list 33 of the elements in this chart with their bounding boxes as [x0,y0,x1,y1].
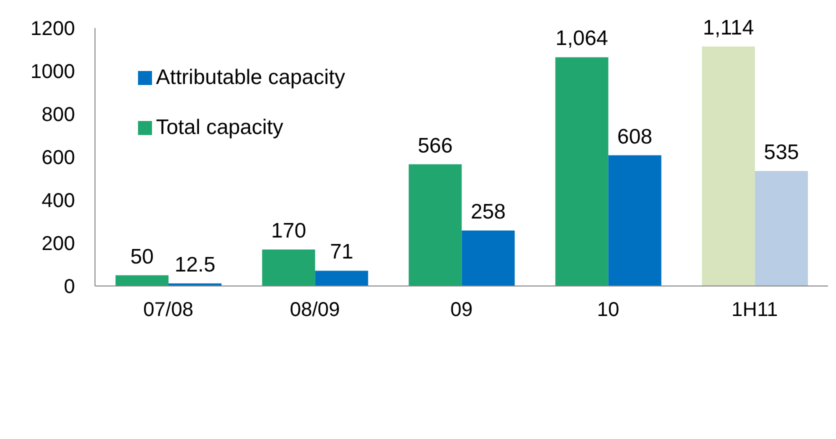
x-tick-label: 1H11 [732,299,778,322]
x-tick-label: 10 [596,299,620,322]
bar [408,164,462,286]
y-tick-label: 400 [42,190,75,212]
data-label: 50 [130,245,154,268]
data-label: 1,064 [556,27,608,50]
data-label: 608 [617,125,652,148]
legend-label: Attributable capacity [156,66,346,89]
data-label: 170 [271,219,306,242]
x-tick-label: 08/09 [290,299,340,322]
y-tick-label: 800 [42,104,75,126]
bar [262,249,316,286]
x-tick-label: 07/08 [143,299,194,322]
bar [754,170,808,286]
x-tick-label: 09 [450,299,473,322]
bar [702,46,755,286]
y-tick-label: 600 [42,147,75,170]
data-label: 1,114 [702,16,754,40]
y-tick-label: 0 [64,276,75,298]
legend-label: Total capacity [156,116,284,139]
bar [608,155,662,286]
y-tick-label: 200 [42,233,75,256]
data-label: 12.5 [174,253,216,276]
data-label: 258 [470,200,506,224]
y-tick-label: 1000 [30,61,75,84]
y-tick-label: 1200 [30,18,75,40]
bar [462,230,515,286]
data-label: 71 [330,240,354,264]
bar [555,57,608,286]
data-label: 535 [764,140,799,164]
bar [315,270,368,286]
bar [116,275,169,286]
data-label: 566 [418,134,453,158]
